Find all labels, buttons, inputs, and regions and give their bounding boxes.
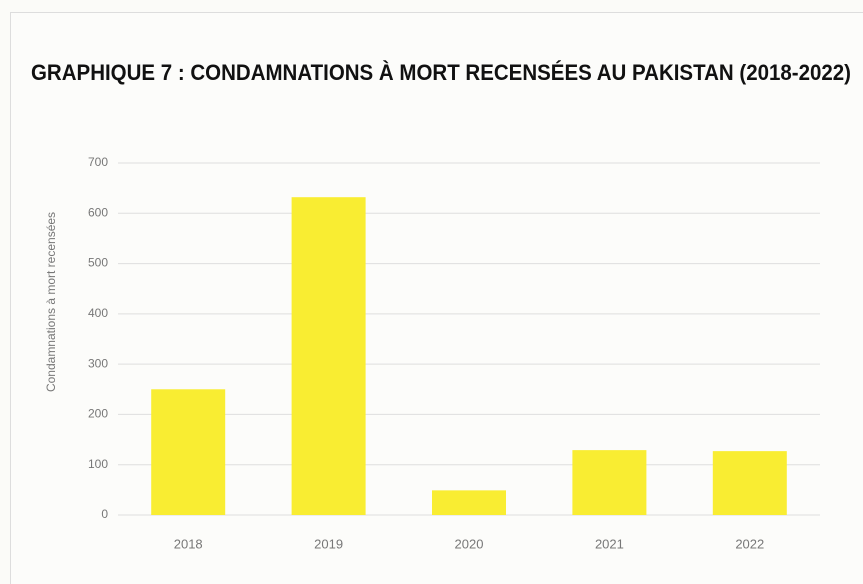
y-tick-label: 400: [88, 306, 108, 320]
y-tick-label: 300: [88, 356, 108, 370]
bar: [572, 450, 647, 515]
x-tick-label: 2022: [735, 536, 764, 551]
bar: [712, 451, 787, 515]
bar: [432, 490, 506, 515]
y-tick-label: 0: [101, 507, 108, 521]
x-tick-label: 2020: [455, 536, 484, 551]
x-tick-label: 2021: [595, 536, 624, 551]
x-tick-label: 2018: [174, 536, 203, 551]
x-tick-label: 2019: [314, 536, 343, 551]
y-tick-label: 100: [88, 457, 108, 471]
bar: [291, 197, 366, 516]
y-tick-label: 200: [88, 407, 108, 421]
chart-title: GRAPHIQUE 7 : CONDAMNATIONS À MORT RECEN…: [31, 60, 851, 85]
y-axis-label: Condamnations à mort recensées: [44, 212, 58, 392]
bar: [151, 389, 226, 515]
y-tick-label: 500: [88, 256, 108, 270]
y-tick-label: 600: [88, 205, 108, 219]
y-tick-label: 700: [88, 155, 108, 169]
